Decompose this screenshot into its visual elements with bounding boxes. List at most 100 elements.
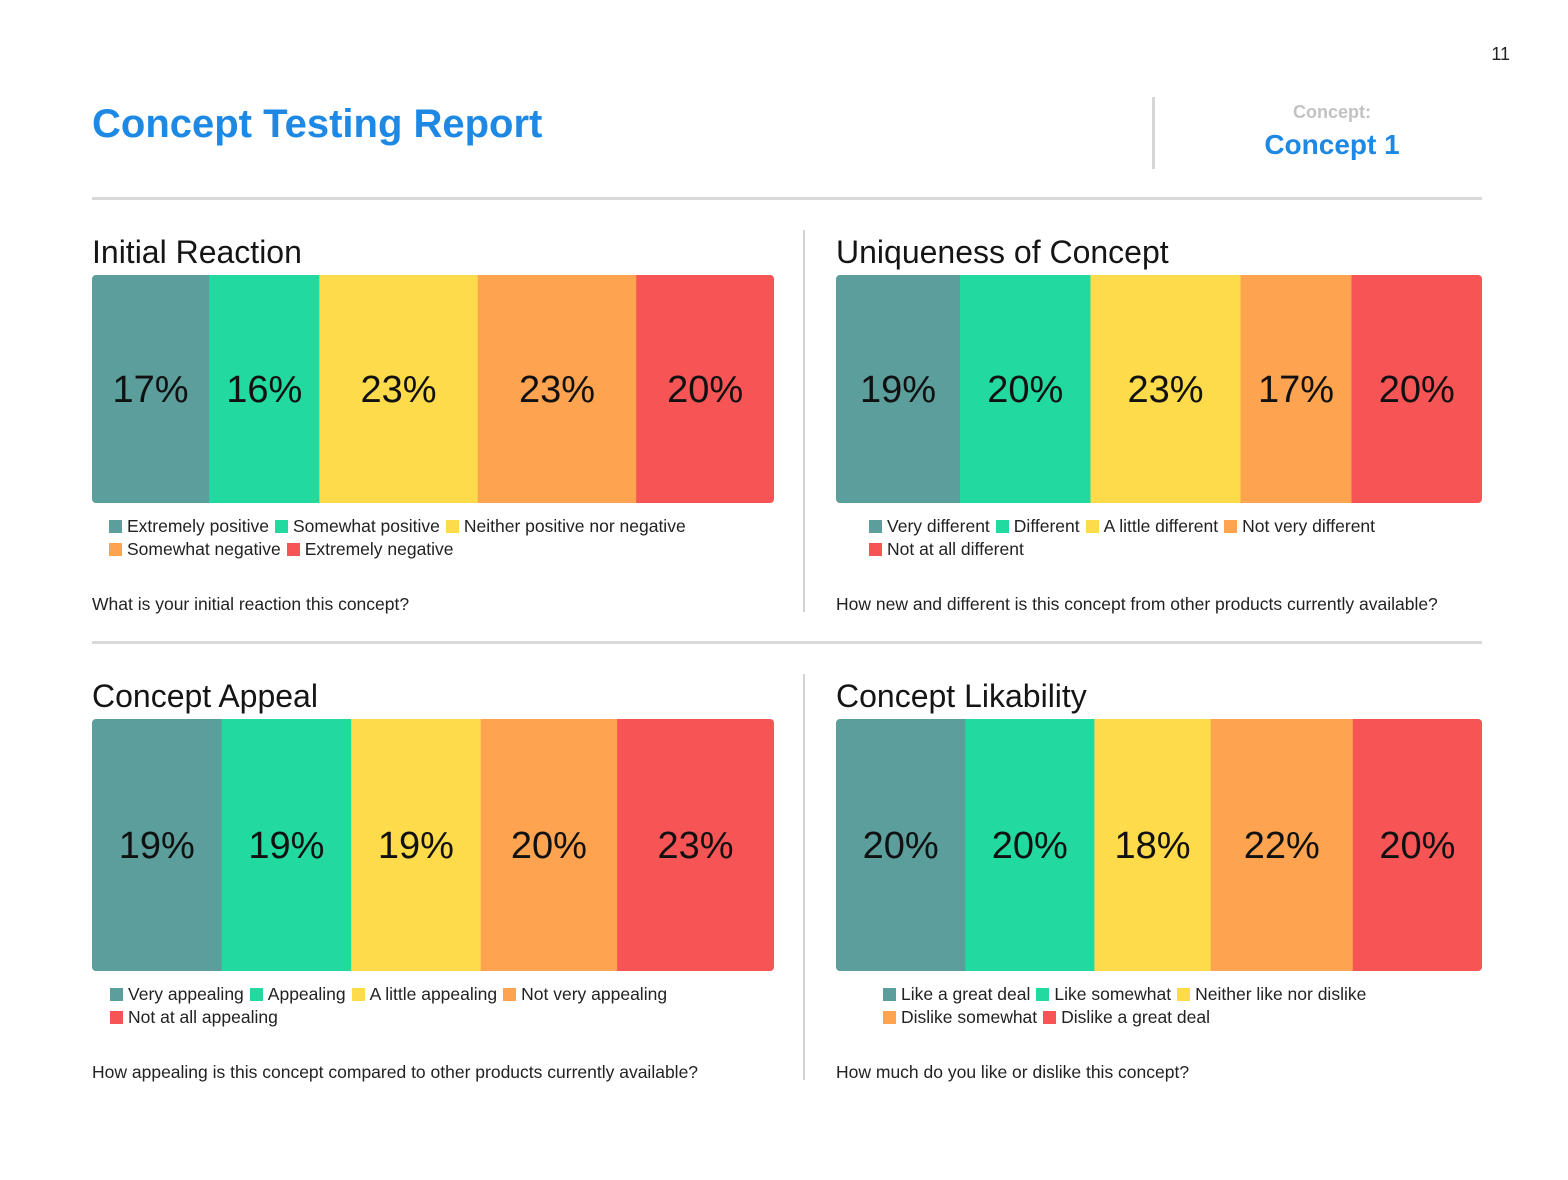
bar-segment-a-little-appealing — [351, 719, 482, 971]
legend-label: Different — [1013, 516, 1080, 536]
legend-swatch — [995, 520, 1009, 533]
legend-item-not-very-appealing: Not very appealing — [503, 983, 667, 1006]
header-divider — [92, 197, 1482, 200]
bar-segment-not-at-all-different — [1351, 275, 1482, 503]
bar-segment-extremely-negative — [636, 275, 774, 503]
stacked-bar-chart: 17% 16% 23% 23% 20% — [92, 275, 774, 503]
legend-label: Like a great deal — [901, 984, 1031, 1004]
chart-question: How much do you like or dislike this con… — [836, 1062, 1190, 1082]
bar-segment-not-at-all-appealing — [617, 719, 774, 971]
data-label: 23% — [658, 825, 734, 867]
data-label: 20% — [511, 825, 587, 867]
legend-item-somewhat-positive: Somewhat positive — [275, 515, 440, 538]
data-label: 20% — [987, 369, 1063, 411]
legend-swatch — [351, 988, 365, 1001]
stacked-bar-chart: 19% 19% 19% 20% 23% — [92, 719, 774, 971]
bar-segment-somewhat-positive — [209, 275, 320, 503]
chart-legend: Extremely positive Somewhat positive Neith… — [109, 515, 774, 561]
bar-segment-not-very-different — [1240, 275, 1352, 503]
stacked-bar-chart: 19% 20% 23% 17% 20% — [836, 275, 1482, 503]
legend-swatch — [869, 543, 882, 556]
legend-swatch — [1036, 988, 1050, 1001]
legend-label: Not at all different — [887, 539, 1024, 559]
legend-label: Very different — [887, 516, 990, 536]
column-divider-lower — [803, 674, 805, 1080]
concept-label: Concept: — [1293, 102, 1371, 122]
legend-swatch — [109, 520, 122, 533]
legend-item-like-somewhat: Like somewhat — [1036, 983, 1171, 1006]
bar-segment-like-somewhat — [965, 719, 1095, 971]
legend-item-different: Different — [995, 515, 1080, 538]
page-number: 11 — [1491, 44, 1510, 64]
legend-label: Neither positive nor negative — [463, 516, 686, 536]
legend-item-very-different: Very different — [869, 515, 990, 538]
legend-swatch — [110, 1011, 123, 1024]
chart-question: How appealing is this concept compared t… — [92, 1062, 699, 1082]
chart-title: Concept Appeal — [92, 678, 318, 714]
data-label: 19% — [860, 369, 936, 411]
legend-item-a-little-appealing: A little appealing — [351, 983, 497, 1006]
legend-swatch — [249, 988, 263, 1001]
legend-swatch — [1224, 520, 1238, 533]
data-label: 19% — [119, 825, 195, 867]
legend-swatch — [110, 988, 123, 1001]
legend-item-neither-like-nor-dislike: Neither like nor dislike — [1177, 983, 1366, 1006]
data-label: 19% — [248, 825, 324, 867]
legend-item-very-appealing: Very appealing — [110, 983, 244, 1006]
legend-label: Dislike a great deal — [1061, 1007, 1210, 1027]
legend-label: Not at all appealing — [128, 1007, 278, 1027]
bar-segment-somewhat-negative — [477, 275, 637, 503]
legend-item-extremely-positive: Extremely positive — [109, 515, 269, 538]
legend-swatch — [503, 988, 517, 1001]
data-label: 20% — [1379, 825, 1455, 867]
legend-item-somewhat-negative: Somewhat negative — [109, 538, 281, 561]
legend-label: A little different — [1103, 516, 1219, 536]
chart-title: Initial Reaction — [92, 234, 302, 270]
column-divider-upper — [803, 230, 805, 612]
data-label: 19% — [378, 825, 454, 867]
chart-title: Uniqueness of Concept — [836, 234, 1169, 270]
chart-question: What is your initial reaction this conce… — [92, 594, 410, 614]
legend-swatch — [445, 520, 459, 533]
legend-label: Appealing — [267, 984, 346, 1004]
chart-legend: Like a great deal Like somewhat Neither li… — [883, 983, 1482, 1029]
legend-swatch — [883, 988, 896, 1001]
legend-item-extremely-negative: Extremely negative — [286, 538, 454, 561]
data-label: 18% — [1115, 825, 1191, 867]
legend-swatch — [286, 543, 300, 556]
report-title: Concept Testing Report — [92, 102, 543, 146]
bar-segment-different — [959, 275, 1091, 503]
legend-item-appealing: Appealing — [249, 983, 346, 1006]
legend-item-neither-positive-nor-negative: Neither positive nor negative — [445, 515, 686, 538]
concept-divider — [1152, 97, 1155, 169]
legend-label: Extremely positive — [127, 516, 269, 536]
bar-segment-not-very-appealing — [480, 719, 618, 971]
bar-segment-like-a-great-deal — [836, 719, 966, 971]
data-label: 20% — [863, 825, 939, 867]
row-divider — [92, 641, 1482, 644]
legend-label: Like somewhat — [1054, 984, 1172, 1004]
legend-swatch — [1085, 520, 1099, 533]
chart-legend: Very appealing Appealing A little appealin… — [110, 983, 774, 1029]
bar-segment-very-different — [836, 275, 961, 503]
chart-title: Concept Likability — [836, 678, 1087, 714]
legend-item-not-very-different: Not very different — [1224, 515, 1375, 538]
legend-label: Very appealing — [128, 984, 244, 1004]
bar-segment-very-appealing — [92, 719, 223, 971]
legend-label: Somewhat positive — [293, 516, 440, 536]
data-label: 17% — [113, 369, 189, 411]
concept-value: Concept 1 — [1264, 129, 1400, 160]
legend-item-dislike-a-great-deal: Dislike a great deal — [1043, 1006, 1210, 1029]
legend-item-not-at-all-different: Not at all different — [869, 538, 1024, 561]
bar-segment-dislike-somewhat — [1210, 719, 1354, 971]
data-label: 23% — [361, 369, 437, 411]
data-label: 20% — [667, 369, 743, 411]
bar-segment-neither-like-nor-dislike — [1094, 719, 1212, 971]
legend-item-a-little-different: A little different — [1085, 515, 1219, 538]
legend-swatch — [275, 520, 288, 533]
legend-label: Not very appealing — [521, 984, 668, 1004]
bar-segment-appealing — [221, 719, 352, 971]
legend-swatch — [869, 520, 882, 533]
legend-item-like-a-great-deal: Like a great deal — [883, 983, 1030, 1006]
legend-swatch — [109, 543, 122, 556]
